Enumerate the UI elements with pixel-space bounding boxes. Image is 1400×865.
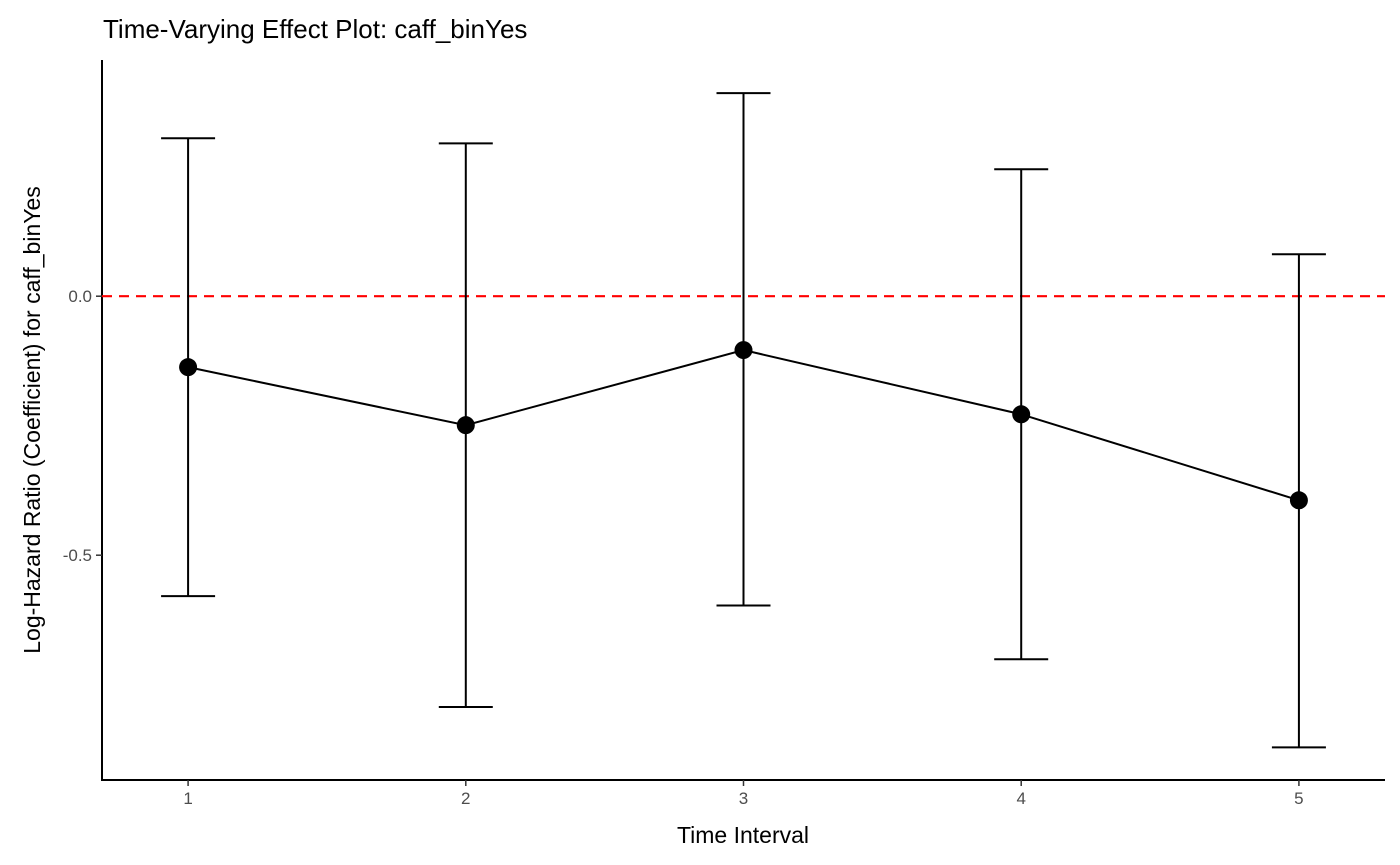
data-point	[179, 358, 198, 377]
x-tick-label: 2	[461, 789, 470, 808]
data-point	[1289, 491, 1308, 510]
x-tick-label: 1	[183, 789, 192, 808]
data-point	[1012, 405, 1031, 424]
data-point	[734, 341, 753, 360]
y-axis-label: Log-Hazard Ratio (Coefficient) for caff_…	[19, 186, 45, 654]
y-tick-label: 0.0	[68, 287, 92, 306]
x-tick-label: 3	[739, 789, 748, 808]
plot-area: 0.0 -0.5 1 2 3 4 5	[63, 60, 1385, 808]
x-axis-label: Time Interval	[677, 822, 809, 848]
y-tick-label: -0.5	[63, 546, 92, 565]
data-point	[456, 416, 475, 435]
x-tick-label: 5	[1294, 789, 1303, 808]
x-tick-label: 4	[1016, 789, 1025, 808]
chart-title: Time-Varying Effect Plot: caff_binYes	[103, 14, 527, 44]
